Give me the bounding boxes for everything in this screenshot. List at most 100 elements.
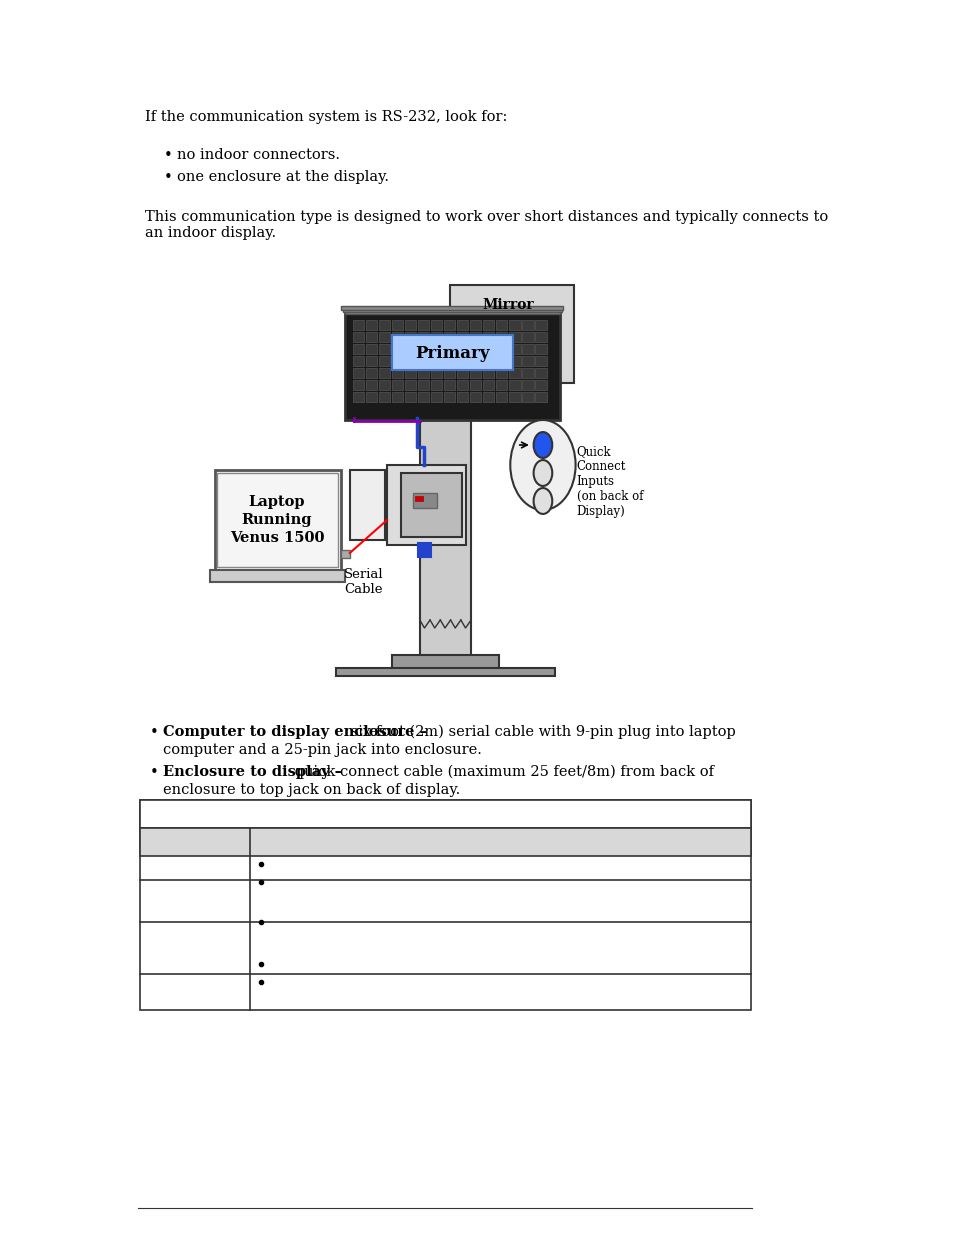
Bar [417,356,429,366]
Bar [417,320,429,330]
Text: one enclosure at the display.: one enclosure at the display. [177,170,389,184]
Bar [404,320,416,330]
Bar [456,380,468,390]
Bar [535,320,546,330]
Text: •: • [163,170,172,185]
Bar [353,332,363,342]
Bar [392,380,402,390]
Bar [378,391,390,403]
Bar [456,368,468,378]
Bar [400,473,461,537]
Bar [345,310,559,314]
Bar [443,332,455,342]
Bar [470,332,481,342]
Bar [443,380,455,390]
Circle shape [533,461,552,485]
Text: •: • [149,764,158,781]
Bar [443,356,455,366]
Bar [509,320,520,330]
Bar [340,550,350,558]
Bar [365,356,376,366]
Bar [392,655,498,671]
Bar [392,345,402,354]
Bar [335,668,555,676]
Bar [535,368,546,378]
Bar [417,543,431,557]
Bar [535,391,546,403]
Bar [470,356,481,366]
Bar [343,308,561,312]
Bar [496,380,507,390]
Bar [496,320,507,330]
Bar [378,320,390,330]
Bar [431,391,442,403]
Bar [443,368,455,378]
Text: quick-connect cable (maximum 25 feet/8m) from back of: quick-connect cable (maximum 25 feet/8m)… [290,764,714,779]
Bar [353,320,363,330]
Text: Computer to display enclosure –: Computer to display enclosure – [163,725,427,739]
Bar [470,345,481,354]
Bar [470,368,481,378]
Bar [341,306,563,310]
Bar [496,332,507,342]
Bar [353,356,363,366]
Bar [378,368,390,378]
Bar [535,356,546,366]
Bar [140,800,750,1010]
Bar [210,571,345,582]
Bar [417,345,429,354]
Bar [509,368,520,378]
Text: Quick
Connect
Inputs
(on back of
Display): Quick Connect Inputs (on back of Display… [576,445,642,517]
Bar [509,380,520,390]
Text: If the communication system is RS-232, look for:: If the communication system is RS-232, l… [145,110,506,124]
Bar [404,332,416,342]
Text: Laptop: Laptop [249,495,305,509]
Bar [431,345,442,354]
Bar [522,356,533,366]
Bar [483,332,494,342]
Bar [353,345,363,354]
Bar [353,368,363,378]
Bar [522,380,533,390]
Bar [217,473,337,567]
Bar [431,356,442,366]
Bar [456,332,468,342]
Bar [496,368,507,378]
Bar [470,320,481,330]
Text: Running: Running [241,513,312,527]
Circle shape [533,432,552,458]
Bar [392,356,402,366]
Text: Serial
Cable: Serial Cable [344,568,383,597]
Text: Enclosure to display –: Enclosure to display – [163,764,342,779]
Bar [443,391,455,403]
Bar [413,493,436,508]
Text: This communication type is designed to work over short distances and typically c: This communication type is designed to w… [145,210,827,240]
Bar [353,380,363,390]
Bar [378,332,390,342]
Bar [470,380,481,390]
Bar [456,345,468,354]
Bar [483,345,494,354]
Bar [345,310,559,420]
Text: no indoor connectors.: no indoor connectors. [177,148,340,162]
Bar [431,320,442,330]
Bar [483,368,494,378]
Text: Venus 1500: Venus 1500 [230,531,324,545]
Bar [483,356,494,366]
Bar [404,368,416,378]
Bar [378,380,390,390]
Bar [365,368,376,378]
Bar [387,466,466,545]
Bar [214,471,340,571]
Bar [378,345,390,354]
Bar [350,471,385,540]
Bar [365,380,376,390]
Text: Primary: Primary [415,345,489,362]
Bar [509,356,520,366]
Bar [417,380,429,390]
Bar [365,320,376,330]
Bar [535,332,546,342]
Bar [365,345,376,354]
Bar [509,391,520,403]
Bar [535,380,546,390]
